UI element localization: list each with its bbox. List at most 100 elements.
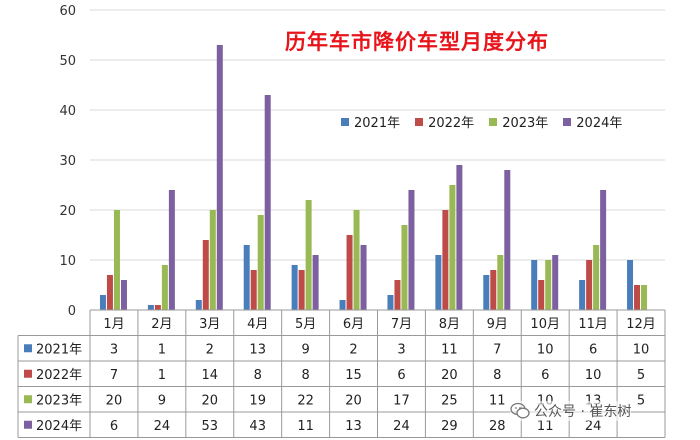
x-tick-label: 5月 bbox=[295, 317, 316, 332]
bar bbox=[579, 280, 586, 310]
data-table-value: 2 bbox=[206, 342, 214, 357]
bar bbox=[593, 245, 600, 310]
data-table-value: 43 bbox=[249, 419, 266, 434]
chart-legend: 2021年 2022年 2023年 2024年 bbox=[341, 112, 622, 131]
data-table-value: 3 bbox=[110, 342, 118, 357]
legend-item-2024: 2024年 bbox=[563, 112, 622, 131]
x-tick-label: 4月 bbox=[247, 317, 268, 332]
data-table-value: 9 bbox=[301, 342, 309, 357]
data-table-value: 7 bbox=[493, 342, 501, 357]
watermark: 公众号 · 崔东树 bbox=[510, 401, 632, 421]
table-legend-swatch bbox=[24, 395, 32, 404]
bar bbox=[387, 295, 394, 310]
bar bbox=[195, 300, 202, 310]
data-table-value: 13 bbox=[345, 419, 362, 434]
data-table-value: 15 bbox=[345, 368, 362, 383]
bar bbox=[600, 190, 607, 310]
legend-item-2022: 2022年 bbox=[415, 112, 474, 131]
data-table-value: 8 bbox=[254, 368, 262, 383]
data-table-value: 20 bbox=[441, 368, 458, 383]
legend-label-2023: 2023年 bbox=[502, 116, 549, 131]
data-table-value: 19 bbox=[249, 393, 266, 408]
data-table-value: 10 bbox=[633, 342, 650, 357]
wechat-icon bbox=[510, 402, 530, 419]
bar bbox=[243, 245, 250, 310]
data-table-value: 5 bbox=[637, 368, 645, 383]
data-table-value: 24 bbox=[154, 419, 171, 434]
bar bbox=[456, 165, 463, 310]
bar bbox=[257, 215, 264, 310]
bar bbox=[531, 260, 538, 310]
data-table-value: 13 bbox=[249, 342, 266, 357]
data-table-value: 6 bbox=[397, 368, 405, 383]
legend-item-2021: 2021年 bbox=[341, 112, 400, 131]
legend-swatch-2024 bbox=[563, 117, 572, 126]
data-table-value: 29 bbox=[441, 419, 458, 434]
x-tick-label: 8月 bbox=[439, 317, 460, 332]
y-tick-label: 40 bbox=[59, 104, 76, 119]
bar bbox=[147, 305, 154, 310]
data-table-value: 2 bbox=[349, 342, 357, 357]
bar bbox=[586, 260, 593, 310]
bar bbox=[346, 235, 353, 310]
data-table-value: 53 bbox=[202, 419, 219, 434]
legend-label-2024: 2024年 bbox=[576, 116, 623, 131]
data-table-value: 11 bbox=[489, 393, 506, 408]
data-table-value: 24 bbox=[393, 419, 410, 434]
y-tick-label: 0 bbox=[68, 304, 76, 319]
bar bbox=[120, 280, 127, 310]
x-tick-label: 9月 bbox=[487, 317, 508, 332]
data-table-value: 3 bbox=[397, 342, 405, 357]
bar bbox=[442, 210, 449, 310]
y-tick-label: 10 bbox=[59, 254, 76, 269]
y-tick-label: 20 bbox=[59, 204, 76, 219]
bar bbox=[154, 305, 161, 310]
bar bbox=[161, 265, 168, 310]
data-table-value: 24 bbox=[585, 419, 602, 434]
x-tick-label: 10月 bbox=[530, 317, 560, 332]
legend-label-2022: 2022年 bbox=[428, 116, 475, 131]
bar bbox=[538, 280, 545, 310]
x-tick-label: 3月 bbox=[199, 317, 220, 332]
bar bbox=[216, 45, 223, 310]
bar bbox=[168, 190, 175, 310]
bar bbox=[298, 270, 305, 310]
bar bbox=[250, 270, 257, 310]
bar bbox=[339, 300, 346, 310]
watermark-text: 公众号 · 崔东树 bbox=[534, 404, 632, 420]
data-table-value: 22 bbox=[297, 393, 314, 408]
legend-label-2021: 2021年 bbox=[354, 116, 401, 131]
table-series-label: 2022年 bbox=[36, 368, 82, 383]
table-series-label: 2023年 bbox=[36, 393, 82, 408]
legend-swatch-2023 bbox=[489, 117, 498, 126]
bar bbox=[408, 190, 415, 310]
x-tick-label: 12月 bbox=[626, 317, 656, 332]
data-table-value: 8 bbox=[493, 368, 501, 383]
x-tick-label: 11月 bbox=[578, 317, 608, 332]
bar bbox=[394, 280, 401, 310]
bar bbox=[545, 260, 552, 310]
data-table-value: 28 bbox=[489, 419, 506, 434]
legend-swatch-2021 bbox=[341, 117, 349, 126]
data-table-value: 17 bbox=[393, 393, 410, 408]
data-table-value: 25 bbox=[441, 393, 458, 408]
data-table-value: 20 bbox=[106, 393, 123, 408]
data-table-value: 9 bbox=[158, 393, 166, 408]
bar bbox=[99, 295, 106, 310]
bar bbox=[264, 95, 271, 310]
table-legend-swatch bbox=[24, 344, 32, 353]
bar bbox=[504, 170, 511, 310]
data-table-value: 8 bbox=[301, 368, 309, 383]
x-tick-label: 6月 bbox=[343, 317, 364, 332]
data-table-value: 5 bbox=[637, 393, 645, 408]
data-table-value: 11 bbox=[297, 419, 314, 434]
bar bbox=[202, 240, 209, 310]
bar bbox=[305, 200, 312, 310]
data-table-value: 1 bbox=[158, 342, 166, 357]
bar bbox=[353, 210, 360, 310]
bar bbox=[497, 255, 504, 310]
bar bbox=[401, 225, 408, 310]
legend-item-2023: 2023年 bbox=[489, 112, 548, 131]
data-table-value: 1 bbox=[158, 368, 166, 383]
